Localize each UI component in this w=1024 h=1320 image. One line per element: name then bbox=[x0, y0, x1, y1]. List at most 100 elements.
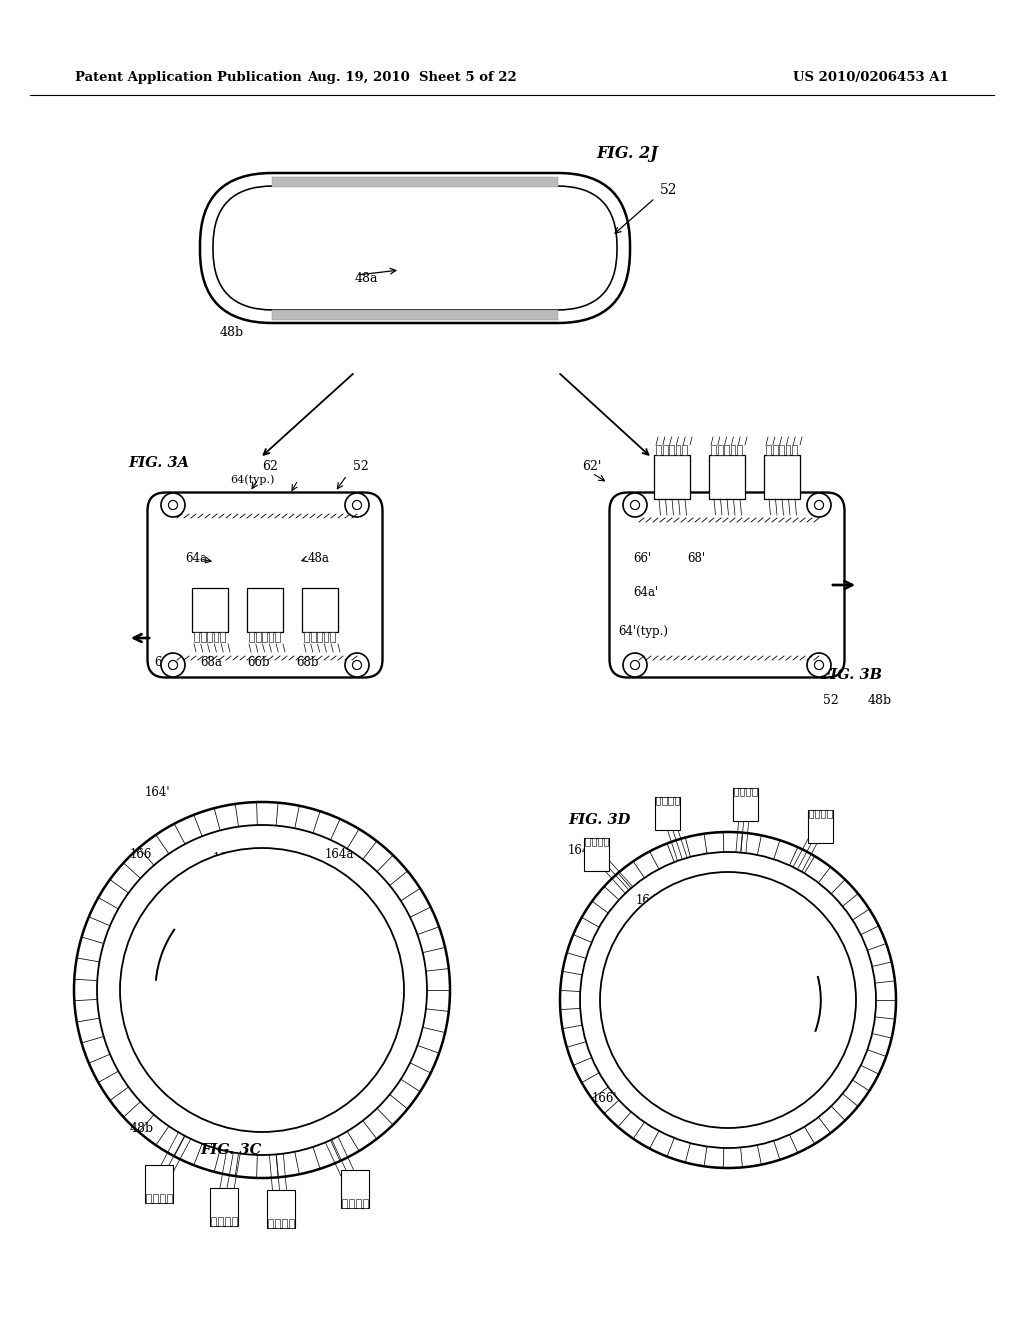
Circle shape bbox=[161, 653, 185, 677]
Bar bbox=[669, 445, 674, 455]
Text: 68b: 68b bbox=[296, 656, 318, 668]
Bar bbox=[712, 445, 716, 455]
Bar bbox=[268, 1220, 273, 1228]
Bar bbox=[349, 1200, 354, 1208]
Bar bbox=[272, 310, 558, 319]
Text: 162': 162' bbox=[656, 995, 683, 1008]
Bar bbox=[815, 810, 819, 818]
Text: 164': 164' bbox=[145, 787, 171, 800]
Bar bbox=[302, 587, 338, 632]
Bar bbox=[682, 445, 687, 455]
Bar bbox=[827, 810, 831, 818]
Circle shape bbox=[345, 653, 369, 677]
Bar bbox=[592, 838, 596, 846]
Bar bbox=[231, 1217, 237, 1226]
Text: FIG. 3D: FIG. 3D bbox=[568, 813, 630, 828]
Text: 168: 168 bbox=[213, 851, 236, 865]
Bar bbox=[324, 632, 329, 642]
Bar bbox=[656, 797, 660, 805]
Bar bbox=[676, 445, 680, 455]
Text: 48a: 48a bbox=[654, 946, 676, 960]
Bar bbox=[310, 632, 315, 642]
Text: 62': 62' bbox=[582, 459, 601, 473]
Bar bbox=[753, 788, 757, 796]
Bar bbox=[283, 1220, 287, 1228]
Bar bbox=[737, 445, 741, 455]
Circle shape bbox=[814, 660, 823, 669]
Text: 66b: 66b bbox=[247, 656, 269, 668]
Bar bbox=[214, 632, 218, 642]
Bar bbox=[262, 632, 267, 642]
Text: 64a: 64a bbox=[185, 552, 207, 565]
Text: 164b': 164b' bbox=[636, 894, 669, 907]
Text: 66a: 66a bbox=[154, 656, 176, 668]
Circle shape bbox=[623, 653, 647, 677]
Circle shape bbox=[623, 492, 647, 517]
Bar bbox=[598, 838, 602, 846]
Bar bbox=[210, 1188, 238, 1226]
Text: FIG. 2J: FIG. 2J bbox=[596, 144, 657, 161]
Bar bbox=[733, 788, 738, 796]
Text: 52: 52 bbox=[660, 183, 678, 197]
Text: 48a: 48a bbox=[308, 552, 330, 565]
Bar bbox=[272, 177, 558, 187]
Bar bbox=[207, 632, 212, 642]
Bar bbox=[663, 797, 667, 805]
Bar bbox=[732, 788, 758, 821]
Text: 48a: 48a bbox=[355, 272, 379, 285]
Bar bbox=[766, 445, 771, 455]
Circle shape bbox=[161, 492, 185, 517]
Circle shape bbox=[352, 500, 361, 510]
Bar bbox=[809, 810, 813, 818]
Bar bbox=[167, 1195, 172, 1204]
Text: Patent Application Publication: Patent Application Publication bbox=[75, 71, 302, 84]
Bar bbox=[730, 445, 735, 455]
Bar bbox=[218, 1217, 222, 1226]
Bar bbox=[160, 1195, 165, 1204]
Text: 162: 162 bbox=[195, 964, 219, 977]
Bar bbox=[739, 788, 744, 796]
Bar bbox=[275, 1220, 281, 1228]
Text: FIG. 3A: FIG. 3A bbox=[128, 455, 189, 470]
Bar bbox=[153, 1195, 158, 1204]
Bar bbox=[675, 797, 679, 805]
Text: 166: 166 bbox=[130, 849, 153, 862]
Bar bbox=[330, 632, 335, 642]
Bar bbox=[604, 838, 608, 846]
Circle shape bbox=[352, 660, 361, 669]
Bar bbox=[145, 1195, 151, 1204]
Bar bbox=[821, 810, 825, 818]
Bar bbox=[317, 632, 322, 642]
Bar bbox=[709, 455, 745, 499]
Text: 48b: 48b bbox=[130, 1122, 155, 1134]
Text: 64a': 64a' bbox=[633, 586, 658, 598]
Text: 52: 52 bbox=[823, 693, 839, 706]
Bar bbox=[256, 632, 260, 642]
Circle shape bbox=[345, 492, 369, 517]
Text: US 2010/0206453 A1: US 2010/0206453 A1 bbox=[794, 71, 949, 84]
Circle shape bbox=[120, 847, 404, 1133]
Bar bbox=[656, 445, 662, 455]
FancyBboxPatch shape bbox=[147, 492, 383, 677]
Bar bbox=[808, 810, 833, 843]
Bar bbox=[773, 445, 777, 455]
Circle shape bbox=[631, 500, 640, 510]
Circle shape bbox=[807, 492, 831, 517]
Bar bbox=[341, 1171, 369, 1208]
Bar bbox=[356, 1200, 360, 1208]
Bar bbox=[779, 445, 784, 455]
Text: 52: 52 bbox=[298, 949, 313, 961]
Text: 168': 168' bbox=[670, 1106, 695, 1119]
Circle shape bbox=[560, 832, 896, 1168]
Text: 68': 68' bbox=[687, 552, 705, 565]
Bar bbox=[225, 1217, 229, 1226]
Bar bbox=[586, 838, 590, 846]
Text: FIG. 3C: FIG. 3C bbox=[200, 1143, 261, 1158]
Bar bbox=[654, 455, 690, 499]
Circle shape bbox=[807, 653, 831, 677]
Text: 166': 166' bbox=[592, 1092, 617, 1105]
Circle shape bbox=[168, 660, 177, 669]
Text: 64(typ.): 64(typ.) bbox=[230, 475, 274, 486]
Text: 48b: 48b bbox=[868, 693, 892, 706]
Bar bbox=[220, 632, 224, 642]
